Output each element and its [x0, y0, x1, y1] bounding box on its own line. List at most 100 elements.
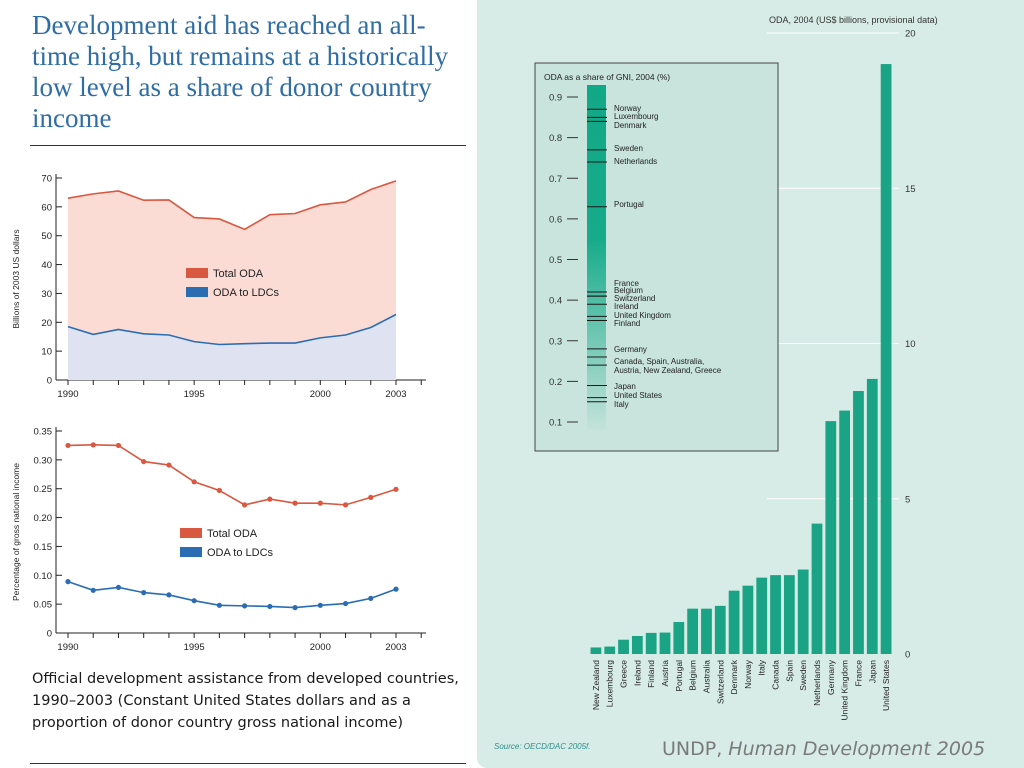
country-label: Belgium: [614, 286, 643, 295]
bar: [590, 647, 602, 654]
country-label: Japan: [614, 382, 636, 391]
data-point: [393, 486, 399, 492]
legend-label: Total ODA: [213, 268, 264, 280]
inset-tick-label: 0.8: [549, 133, 562, 144]
legend-swatch: [186, 287, 208, 297]
series-line-total: [67, 444, 397, 506]
data-point: [292, 605, 298, 611]
bar: [687, 608, 699, 654]
y-tick-label: 40: [41, 260, 52, 271]
inset-tick-label: 0.3: [549, 336, 562, 347]
data-point: [368, 595, 374, 601]
data-point: [342, 600, 349, 607]
x-category-label: Denmark: [729, 659, 739, 694]
inset-tick-label: 0.5: [549, 255, 562, 266]
series-area-total: [68, 180, 396, 380]
y-tick-label: 0: [47, 376, 52, 387]
y-axis-label: Percentage of gross national income: [11, 463, 21, 601]
data-point: [166, 462, 172, 468]
bar: [866, 378, 878, 654]
country-label: United States: [614, 391, 662, 400]
data-point: [368, 494, 374, 500]
bar: [728, 590, 740, 654]
x-category-label: France: [853, 660, 863, 687]
legend-swatch: [180, 528, 202, 538]
page-title: Development aid has reached an all-time …: [32, 10, 449, 133]
oda-gni-share-line-chart: 0 0.05 0.10 0.15 0.20 0.25 0.30 0.35 1990 1995 200…: [11, 427, 426, 653]
y-tick-label: 20: [41, 318, 52, 329]
bar: [770, 575, 781, 654]
x-category-label: Canada: [771, 660, 781, 690]
bar: [618, 639, 629, 654]
country-label: Austria, New Zealand, Greece: [614, 366, 722, 375]
country-label: Portugal: [614, 200, 644, 209]
gni-gradient-bar: [587, 85, 606, 430]
series-area-ldc: [68, 314, 396, 380]
series-line-ldc: [67, 580, 397, 609]
x-category-label: Australia: [701, 660, 711, 693]
data-point: [317, 602, 323, 608]
x-category-label: Italy: [757, 659, 767, 675]
data-point: [242, 603, 248, 609]
y-tick-label: 0.05: [34, 600, 53, 611]
caption-divider: [30, 763, 466, 764]
bar: [714, 605, 726, 654]
data-point: [65, 579, 71, 585]
country-label: Denmark: [614, 121, 647, 130]
x-category-label: United States: [881, 660, 891, 711]
y-tick-label: 0.20: [34, 513, 53, 524]
bar: [645, 632, 657, 654]
x-category-label: Norway: [743, 659, 753, 689]
title-divider: [30, 145, 466, 146]
legend-swatch: [186, 268, 208, 278]
inset-tick-label: 0.9: [549, 93, 562, 104]
x-tick-label: 1990: [57, 642, 78, 653]
country-label: Ireland: [614, 302, 638, 311]
y-tick-label: 5: [905, 494, 910, 505]
inset-tick-label: 0.4: [549, 296, 562, 307]
country-label: Switzerland: [614, 294, 655, 303]
data-point: [141, 458, 147, 465]
x-tick-label: 2003: [385, 389, 406, 400]
bar: [797, 569, 809, 654]
bar: [756, 577, 768, 654]
bar: [853, 391, 864, 654]
x-category-label: New Zealand: [591, 660, 601, 710]
x-category-label: Ireland: [632, 660, 642, 686]
bar: [659, 632, 671, 654]
credit-line: UNDP, Human Development 2005: [662, 738, 985, 760]
bar: [811, 523, 823, 654]
x-category-label: Spain: [784, 660, 794, 682]
series-line-ldc: [67, 313, 397, 346]
credit-work: Human Development 2005: [728, 738, 986, 760]
data-point: [191, 598, 197, 604]
bar: [839, 410, 851, 654]
y-tick-label: 60: [41, 202, 52, 213]
inset-title: ODA as a share of GNI, 2004 (%): [544, 72, 670, 82]
y-tick-label: 0.25: [34, 484, 53, 495]
data-point: [267, 496, 273, 502]
country-label: Germany: [614, 345, 647, 354]
data-point: [115, 584, 122, 591]
y-tick-label: 0.10: [34, 571, 53, 582]
x-tick-label: 1990: [57, 389, 78, 400]
x-category-label: Austria: [660, 660, 670, 687]
data-point: [292, 500, 298, 506]
bar: [742, 585, 754, 654]
inset-tick-label: 0.7: [549, 174, 562, 185]
series-line-total: [67, 180, 397, 231]
legend-label: ODA to LDCs: [207, 547, 274, 559]
x-category-label: United Kingdom: [840, 660, 850, 720]
y-tick-label: 0: [47, 629, 52, 640]
country-label: Italy: [614, 400, 629, 409]
x-category-label: Belgium: [688, 660, 698, 691]
inset-frame: [534, 62, 779, 452]
data-point: [216, 487, 222, 494]
y-tick-label: 10: [905, 339, 916, 350]
y-tick-label: 10: [41, 347, 52, 358]
figure-caption: Official development assistance from dev…: [32, 671, 459, 731]
country-label: France: [614, 279, 639, 288]
data-point: [242, 502, 248, 508]
data-point: [90, 587, 96, 593]
x-tick-label: 1995: [184, 389, 205, 400]
